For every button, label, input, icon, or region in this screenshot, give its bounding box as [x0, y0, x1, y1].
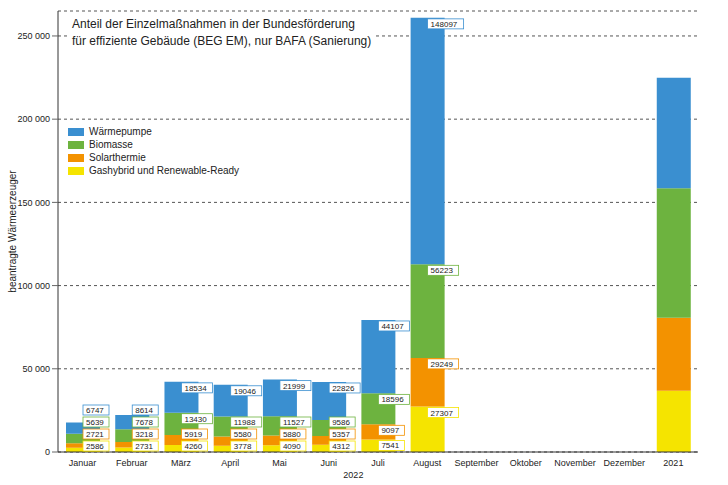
svg-text:Juli: Juli	[371, 458, 385, 468]
svg-text:Mai: Mai	[272, 458, 287, 468]
svg-text:22826: 22826	[332, 384, 355, 393]
html-text:Solarthermie: Solarthermie	[89, 152, 146, 163]
svg-text:5880: 5880	[283, 430, 301, 439]
svg-text:6747: 6747	[86, 406, 104, 415]
svg-text:18596: 18596	[381, 395, 404, 404]
svg-text:200 000: 200 000	[17, 114, 50, 124]
svg-text:21999: 21999	[283, 382, 306, 391]
svg-text:November: November	[554, 458, 596, 468]
svg-text:4260: 4260	[184, 442, 202, 451]
svg-text:September: September	[454, 458, 498, 468]
svg-text:April: April	[221, 458, 239, 468]
svg-text:4090: 4090	[283, 442, 301, 451]
svg-text:11527: 11527	[283, 418, 305, 427]
svg-text:7541: 7541	[381, 441, 399, 450]
svg-text:148097: 148097	[431, 20, 458, 29]
svg-text:Februar: Februar	[116, 458, 148, 468]
svg-text:März: März	[171, 458, 191, 468]
html-text:Wärmepumpe: Wärmepumpe	[89, 126, 152, 137]
svg-text:5357: 5357	[332, 430, 350, 439]
svg-text:2731: 2731	[135, 442, 153, 451]
svg-text:19046: 19046	[234, 387, 257, 396]
svg-text:August: August	[413, 458, 442, 468]
svg-text:27307: 27307	[431, 409, 454, 418]
svg-text:5639: 5639	[86, 418, 104, 427]
svg-text:8614: 8614	[135, 406, 153, 415]
svg-text:7678: 7678	[135, 418, 153, 427]
svg-text:250 000: 250 000	[17, 31, 50, 41]
svg-text:56223: 56223	[431, 266, 454, 275]
svg-text:Oktober: Oktober	[510, 458, 542, 468]
svg-text:150 000: 150 000	[17, 198, 50, 208]
html-text:für effiziente Gebäude (BEG EM: für effiziente Gebäude (BEG EM), nur BAF…	[72, 34, 372, 48]
svg-text:0: 0	[45, 447, 50, 457]
svg-text:44107: 44107	[381, 322, 404, 331]
svg-text:3218: 3218	[135, 430, 153, 439]
svg-text:2021: 2021	[663, 458, 683, 468]
svg-text:beantragte Wärmeerzeuger: beantragte Wärmeerzeuger	[8, 170, 18, 293]
html-text:Anteil der Einzelmaßnahmen in: Anteil der Einzelmaßnahmen in der Bundes…	[72, 17, 355, 31]
svg-text:2721: 2721	[86, 430, 104, 439]
svg-text:13430: 13430	[184, 415, 207, 424]
svg-text:29249: 29249	[431, 360, 454, 369]
svg-text:5580: 5580	[234, 430, 252, 439]
svg-text:Januar: Januar	[69, 458, 97, 468]
svg-text:5919: 5919	[184, 430, 202, 439]
svg-text:50 000: 50 000	[22, 364, 50, 374]
svg-text:100 000: 100 000	[17, 281, 50, 291]
svg-text:11988: 11988	[234, 418, 256, 427]
svg-text:9097: 9097	[381, 426, 399, 435]
svg-text:18534: 18534	[184, 384, 207, 393]
svg-text:9586: 9586	[332, 418, 350, 427]
svg-text:2022: 2022	[343, 470, 363, 480]
svg-text:2586: 2586	[86, 442, 104, 451]
svg-text:4312: 4312	[332, 442, 350, 451]
html-text:Biomasse: Biomasse	[89, 139, 133, 150]
html-text:Gashybrid und Renewable-Ready: Gashybrid und Renewable-Ready	[89, 165, 240, 176]
svg-text:Juni: Juni	[321, 458, 338, 468]
svg-text:3778: 3778	[234, 442, 252, 451]
svg-text:Dezember: Dezember	[603, 458, 645, 468]
